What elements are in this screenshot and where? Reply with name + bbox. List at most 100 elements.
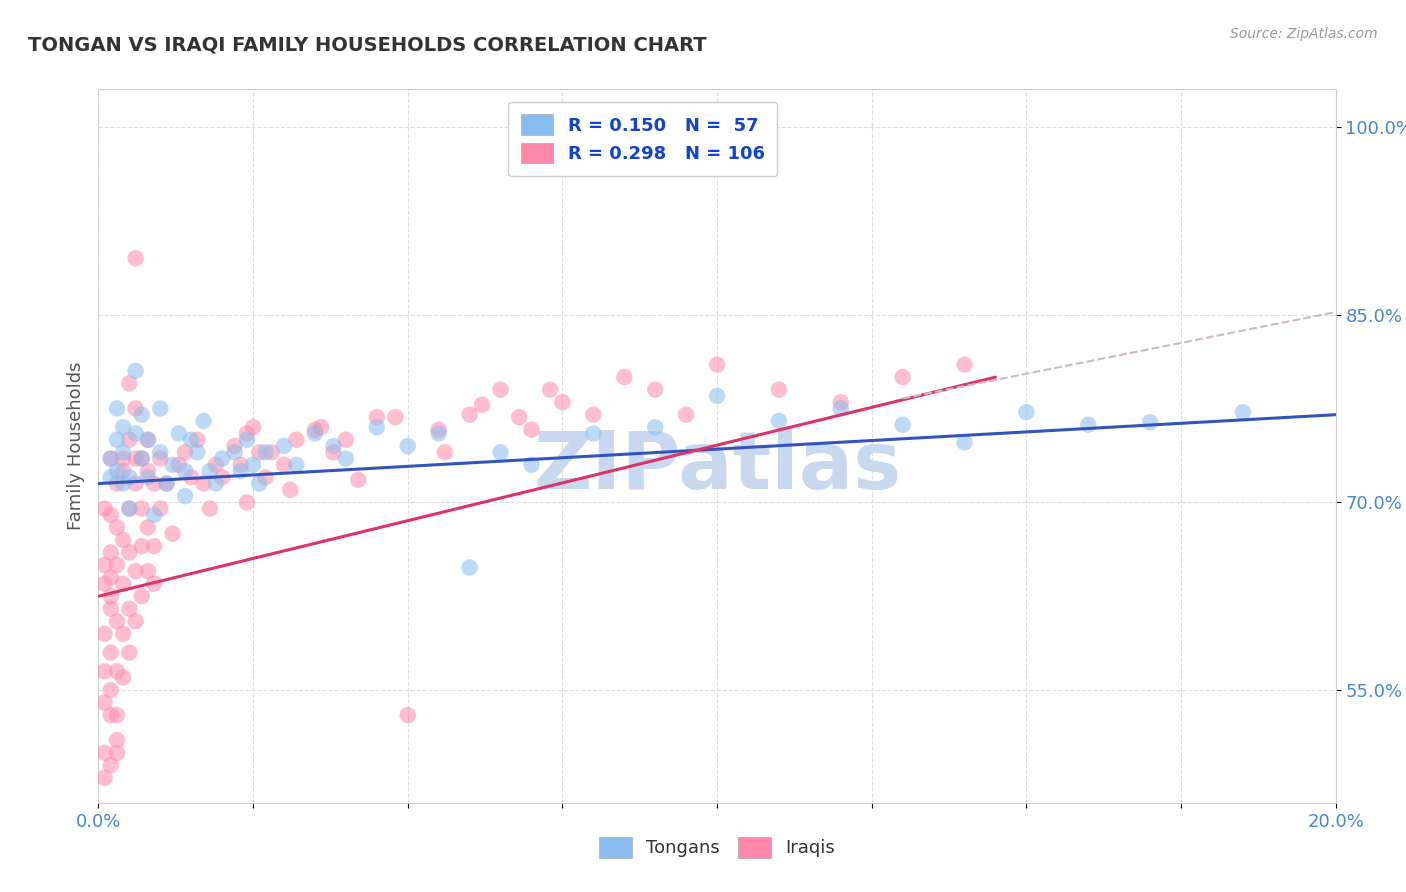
Point — [93, 558, 115, 572]
Point — [520, 458, 543, 472]
Point — [93, 665, 115, 679]
Point — [124, 451, 146, 466]
Point — [105, 614, 128, 628]
Point — [174, 489, 197, 503]
Point — [706, 389, 728, 403]
Point — [830, 401, 852, 416]
Point — [953, 358, 976, 372]
Point — [155, 476, 177, 491]
Point — [347, 473, 370, 487]
Point — [112, 451, 135, 466]
Point — [136, 564, 159, 578]
Point — [131, 589, 153, 603]
Point — [112, 464, 135, 478]
Point — [211, 451, 233, 466]
Point — [118, 501, 141, 516]
Point — [224, 445, 246, 459]
Point — [260, 445, 283, 459]
Point — [100, 451, 122, 466]
Point — [155, 476, 177, 491]
Point — [100, 683, 122, 698]
Point — [675, 408, 697, 422]
Point — [131, 501, 153, 516]
Point — [891, 370, 914, 384]
Point — [396, 708, 419, 723]
Point — [167, 458, 190, 472]
Point — [100, 601, 122, 615]
Point — [273, 458, 295, 472]
Point — [162, 526, 184, 541]
Point — [706, 358, 728, 372]
Point — [427, 423, 450, 437]
Point — [105, 433, 128, 447]
Point — [198, 464, 221, 478]
Point — [309, 420, 332, 434]
Point — [304, 423, 326, 437]
Point — [254, 470, 277, 484]
Legend: Tongans, Iraqis: Tongans, Iraqis — [592, 830, 842, 865]
Point — [100, 451, 122, 466]
Point — [384, 410, 406, 425]
Point — [100, 545, 122, 559]
Point — [136, 520, 159, 534]
Point — [174, 445, 197, 459]
Point — [458, 560, 481, 574]
Point — [285, 433, 308, 447]
Point — [136, 464, 159, 478]
Point — [508, 410, 530, 425]
Point — [100, 646, 122, 660]
Point — [100, 470, 122, 484]
Point — [551, 395, 574, 409]
Point — [100, 589, 122, 603]
Point — [112, 671, 135, 685]
Point — [149, 445, 172, 459]
Point — [458, 408, 481, 422]
Point — [582, 426, 605, 441]
Point — [143, 576, 166, 591]
Point — [100, 708, 122, 723]
Point — [143, 476, 166, 491]
Point — [1015, 405, 1038, 419]
Point — [124, 251, 146, 265]
Point — [131, 539, 153, 553]
Point — [105, 733, 128, 747]
Point — [186, 433, 208, 447]
Point — [1139, 415, 1161, 429]
Point — [830, 395, 852, 409]
Point — [131, 451, 153, 466]
Point — [118, 501, 141, 516]
Point — [471, 398, 494, 412]
Point — [100, 508, 122, 522]
Point — [118, 646, 141, 660]
Point — [236, 433, 259, 447]
Text: TONGAN VS IRAQI FAMILY HOUSEHOLDS CORRELATION CHART: TONGAN VS IRAQI FAMILY HOUSEHOLDS CORREL… — [28, 36, 707, 54]
Point — [136, 433, 159, 447]
Point — [180, 470, 202, 484]
Point — [124, 476, 146, 491]
Point — [205, 458, 228, 472]
Point — [112, 627, 135, 641]
Point — [105, 401, 128, 416]
Point — [124, 364, 146, 378]
Point — [118, 470, 141, 484]
Point — [131, 408, 153, 422]
Point — [149, 451, 172, 466]
Point — [285, 458, 308, 472]
Point — [304, 426, 326, 441]
Point — [93, 746, 115, 760]
Point — [93, 771, 115, 785]
Point — [322, 445, 344, 459]
Point — [224, 439, 246, 453]
Point — [105, 476, 128, 491]
Point — [229, 458, 252, 472]
Point — [193, 414, 215, 428]
Point — [143, 508, 166, 522]
Point — [105, 464, 128, 478]
Point — [953, 435, 976, 450]
Point — [136, 433, 159, 447]
Point — [247, 476, 270, 491]
Point — [149, 501, 172, 516]
Point — [335, 451, 357, 466]
Point — [105, 520, 128, 534]
Point — [768, 414, 790, 428]
